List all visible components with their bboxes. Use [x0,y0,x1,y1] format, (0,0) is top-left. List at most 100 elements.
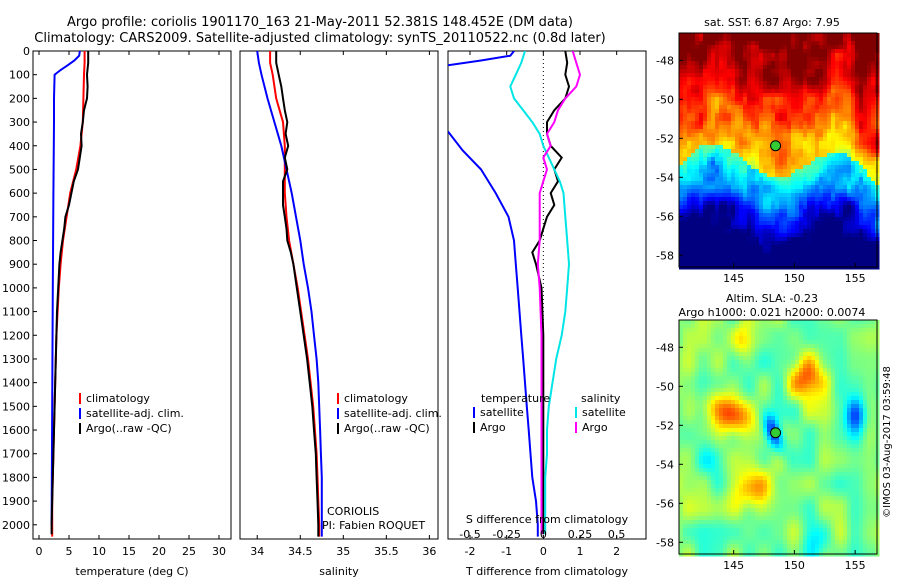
legend-header-salinity: salinity [581,392,621,405]
y-tick-label: 1300 [2,353,30,366]
y-tick-label: 900 [9,258,30,271]
series-line [50,51,90,535]
map-raster [679,33,880,270]
y-tick-label: 2000 [2,519,30,532]
x-tick-label: 10 [92,545,106,558]
y-tick-label: 300 [9,116,30,129]
y-tick-label: 700 [9,211,30,224]
y-tick-label: 1600 [2,424,30,437]
series-line [536,51,582,535]
s-tick-label: 0.25 [568,528,593,541]
y-tick-label: -56 [656,497,674,510]
y-tick-label: 0 [23,45,30,58]
series-line [448,130,539,537]
legend-entry: Argo [582,421,608,434]
y-tick-label: -56 [656,210,674,223]
legend-entry: satellite [480,406,524,419]
y-tick-label: 100 [9,69,30,82]
y-tick-label: 500 [9,163,30,176]
series-line [448,51,515,67]
y-tick-label: -54 [656,171,674,184]
sla-map-title-line1: Altim. SLA: -0.23 [726,292,818,305]
x-tick-label: 0 [540,545,547,558]
y-tick-label: 1200 [2,329,30,342]
legend-entry: climatology [86,392,150,405]
legend-entry: satellite [582,406,626,419]
imos-credit: ©IMOS 03-Aug-2017 03:59:48 [882,366,893,518]
x-tick-label: 35 [336,545,350,558]
y-tick-label: 1800 [2,471,30,484]
y-tick-label: 1700 [2,448,30,461]
map-frame [678,319,878,555]
x-axis-label: T difference from climatology [465,565,628,578]
legend-entry: satellite-adj. clim. [344,407,442,420]
y-tick-label: -54 [656,458,674,471]
title-line1: Argo profile: coriolis 1901170_163 21-Ma… [67,15,573,30]
y-tick-label: 1900 [2,495,30,508]
s-axis-label: S difference from climatology [466,513,629,526]
x-tick-label: 1 [577,545,584,558]
legend-entry: Argo(..raw -QC) [86,422,172,435]
x-tick-label: 150 [784,559,805,572]
y-tick-label: -52 [656,419,674,432]
temperature-panel: 0 5 10 15 20 25 30 temperature (deg C) 0 100 200 30… [2,45,232,578]
series-line [50,51,81,525]
x-tick-label: 35.5 [374,545,399,558]
y-tick-label: -50 [656,380,674,393]
s-tick-label: 0.5 [608,528,626,541]
x-axis-label: salinity [319,565,359,578]
legend-entry: satellite-adj. clim. [86,407,184,420]
y-tick-label: 400 [9,140,30,153]
x-tick-label: 5 [66,545,73,558]
x-tick-label: 155 [845,272,866,285]
series-line [275,51,320,537]
salinity-panel: 34 34.5 35 35.5 36 salinity climatology satelli… [239,50,442,578]
legend-header-temperature: temperature [481,392,550,405]
plot-frame [239,50,439,540]
x-tick-label: 155 [845,559,866,572]
y-tick-label: -48 [656,54,674,67]
y-tick-label: 1500 [2,400,30,413]
map-frame [678,32,878,268]
x-tick-label: 150 [784,272,805,285]
x-tick-label: 34 [250,545,264,558]
y-tick-label: -58 [656,249,674,262]
x-tick-label: 145 [723,272,744,285]
legend-entry: Argo(..raw -QC) [344,422,430,435]
x-tick-label: 15 [122,545,136,558]
series-line [509,51,571,535]
y-tick-label: -48 [656,341,674,354]
s-tick-label: -0.25 [492,528,520,541]
sla-map-panel: Altim. SLA: -0.23 Argo h1000: 0.021 h200… [656,292,880,572]
sst-map-panel: sat. SST: 6.87 Argo: 7.95 145 150 155 -48 -5… [656,16,880,285]
pi-label: PI: Fabien ROQUET [322,519,425,532]
x-tick-label: 25 [182,545,196,558]
y-tick-label: 1000 [2,282,30,295]
y-tick-label: -52 [656,132,674,145]
series-line [256,51,323,537]
y-tick-label: 1400 [2,377,30,390]
difference-panel: -2 -1 0 1 2 T difference from climatology temp… [447,50,647,578]
x-tick-label: 30 [212,545,226,558]
map-raster [679,320,880,557]
s-tick-label: 0 [540,528,547,541]
s-tick-label: -0.5 [459,528,480,541]
sst-map-title: sat. SST: 6.87 Argo: 7.95 [704,16,840,29]
y-tick-label: 1100 [2,306,30,319]
x-tick-label: 145 [723,559,744,572]
plot-frame [32,50,232,540]
x-tick-label: 34.5 [288,545,313,558]
x-tick-label: 20 [152,545,166,558]
argo-location-marker [770,140,782,152]
legend-entry: Argo [480,421,506,434]
title-line2: Climatology: CARS2009. Satellite-adjuste… [34,31,606,46]
x-tick-label: -2 [465,545,476,558]
x-tick-label: 0 [36,545,43,558]
y-tick-label: 800 [9,235,30,248]
coriolis-label: CORIOLIS [327,505,379,518]
x-axis-label: temperature (deg C) [75,565,188,578]
legend-entry: climatology [344,392,408,405]
y-tick-label: -58 [656,536,674,549]
argo-location-marker [770,427,782,439]
